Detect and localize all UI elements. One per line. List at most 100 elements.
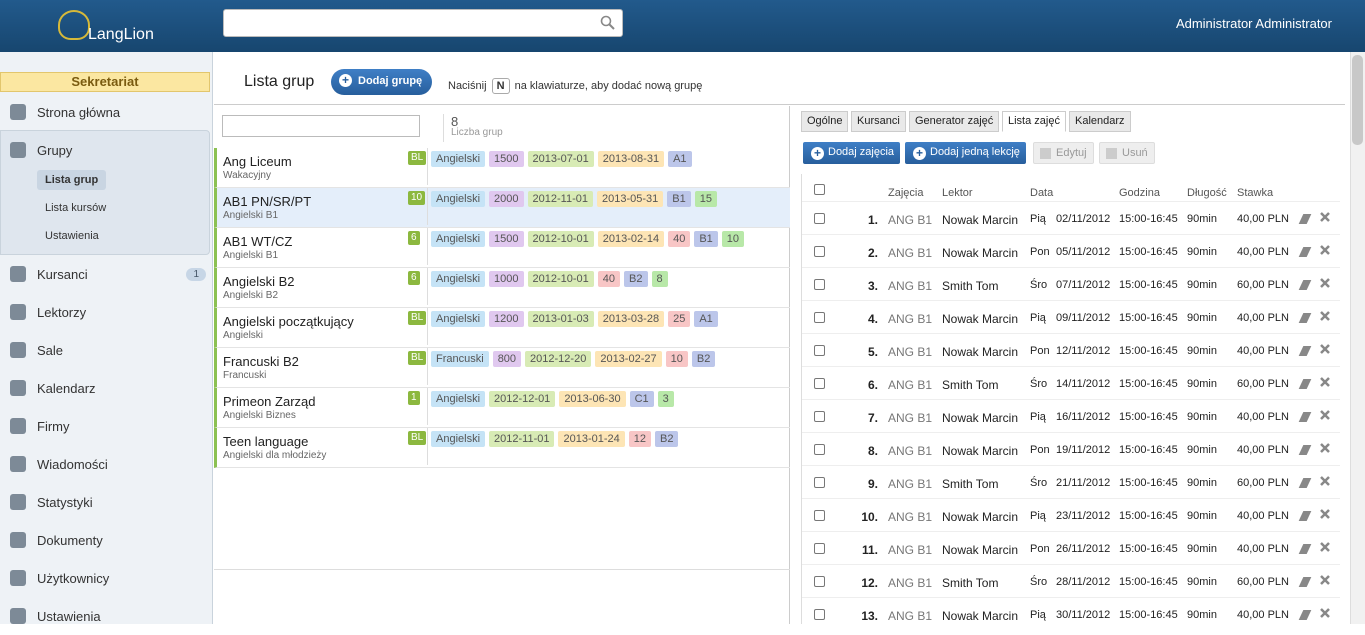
delete-glyph[interactable] xyxy=(1319,574,1331,586)
edit-icon[interactable] xyxy=(1299,412,1312,422)
row-checkbox[interactable] xyxy=(814,246,825,257)
group-row[interactable]: Primeon ZarządAngielski Biznes1Angielski… xyxy=(214,388,790,428)
action-button[interactable]: Usuń xyxy=(1099,142,1155,164)
delete-icon[interactable] xyxy=(1319,343,1331,355)
delete-glyph[interactable] xyxy=(1319,343,1331,355)
delete-icon[interactable] xyxy=(1319,607,1331,619)
action-button[interactable]: Edytuj xyxy=(1033,142,1094,164)
edit-icon[interactable] xyxy=(1299,478,1312,488)
nav-item[interactable]: Strona główna xyxy=(0,93,210,131)
delete-glyph[interactable] xyxy=(1319,442,1331,454)
action-button[interactable]: Dodaj zajęcia xyxy=(803,142,900,164)
delete-icon[interactable] xyxy=(1319,277,1331,289)
cell: 15:00-16:45 xyxy=(1119,543,1178,555)
group-search[interactable] xyxy=(222,115,420,137)
scrollbar-thumb[interactable] xyxy=(1352,55,1363,145)
row-checkbox[interactable] xyxy=(814,609,825,620)
tab[interactable]: Generator zajęć xyxy=(909,111,999,132)
select-all-checkbox[interactable] xyxy=(814,184,825,195)
nav-item[interactable]: Kursanci1 xyxy=(0,255,210,293)
delete-glyph[interactable] xyxy=(1319,211,1331,223)
tab[interactable]: Kalendarz xyxy=(1069,111,1131,132)
edit-icon[interactable] xyxy=(1299,379,1312,389)
group-row[interactable]: Ang LiceumWakacyjnyBLAngielski15002013-0… xyxy=(214,148,790,188)
nav-subitem[interactable]: Lista kursów xyxy=(37,198,114,218)
delete-glyph[interactable] xyxy=(1319,607,1331,619)
edit-icon[interactable] xyxy=(1299,544,1312,554)
row-checkbox[interactable] xyxy=(814,279,825,290)
delete-icon[interactable] xyxy=(1319,244,1331,256)
nav-subitem[interactable]: Ustawienia xyxy=(37,226,107,246)
edit-icon[interactable] xyxy=(1299,313,1312,323)
row-checkbox[interactable] xyxy=(814,543,825,554)
delete-icon[interactable] xyxy=(1319,211,1331,223)
cell: ANG B1 xyxy=(888,246,932,260)
add-group-button[interactable]: Dodaj grupę xyxy=(331,69,432,95)
delete-glyph[interactable] xyxy=(1319,277,1331,289)
tab[interactable]: Kursanci xyxy=(851,111,906,132)
delete-icon[interactable] xyxy=(1319,541,1331,553)
group-row[interactable]: AB1 PN/SR/PTAngielski B110Angielski20002… xyxy=(214,188,790,228)
delete-glyph[interactable] xyxy=(1319,310,1331,322)
tab[interactable]: Lista zajęć xyxy=(1002,111,1066,132)
user-name[interactable]: Administrator Administrator xyxy=(1176,16,1332,31)
row-checkbox[interactable] xyxy=(814,477,825,488)
delete-glyph[interactable] xyxy=(1319,508,1331,520)
delete-glyph[interactable] xyxy=(1319,475,1331,487)
delete-glyph[interactable] xyxy=(1319,244,1331,256)
nav-icon xyxy=(10,342,26,358)
nav-icon xyxy=(10,104,26,120)
delete-glyph[interactable] xyxy=(1319,541,1331,553)
cell: 7. xyxy=(868,411,878,425)
edit-icon[interactable] xyxy=(1299,247,1312,257)
delete-icon[interactable] xyxy=(1319,442,1331,454)
delete-icon[interactable] xyxy=(1319,310,1331,322)
delete-icon[interactable] xyxy=(1319,409,1331,421)
nav-item[interactable]: Wiadomości xyxy=(0,445,210,483)
delete-icon[interactable] xyxy=(1319,475,1331,487)
delete-icon[interactable] xyxy=(1319,508,1331,520)
edit-icon[interactable] xyxy=(1299,445,1312,455)
group-row[interactable]: AB1 WT/CZAngielski B16Angielski15002012-… xyxy=(214,228,790,268)
row-checkbox[interactable] xyxy=(814,444,825,455)
row-checkbox[interactable] xyxy=(814,345,825,356)
row-checkbox[interactable] xyxy=(814,576,825,587)
action-button[interactable]: Dodaj jedną lekcję xyxy=(905,142,1026,164)
group-row[interactable]: Francuski B2FrancuskiBLFrancuski8002012-… xyxy=(214,348,790,388)
nav-item[interactable]: Lektorzy xyxy=(0,293,210,331)
group-row[interactable]: Angielski początkującyAngielskiBLAngiels… xyxy=(214,308,790,348)
nav-item[interactable]: Grupy xyxy=(0,131,210,169)
edit-icon[interactable] xyxy=(1299,577,1312,587)
lesson-row: 13.ANG B1Nowak MarcinPią30/11/201215:00-… xyxy=(802,597,1340,630)
delete-glyph[interactable] xyxy=(1319,376,1331,388)
row-checkbox[interactable] xyxy=(814,312,825,323)
delete-icon[interactable] xyxy=(1319,574,1331,586)
edit-icon[interactable] xyxy=(1299,610,1312,620)
toolbar: Lista grup Dodaj grupę Naciśnij N na kla… xyxy=(214,52,1345,105)
nav-item[interactable]: Ustawienia xyxy=(0,597,210,635)
search-icon[interactable] xyxy=(600,15,616,31)
row-checkbox[interactable] xyxy=(814,510,825,521)
nav-item[interactable]: Sale xyxy=(0,331,210,369)
edit-icon[interactable] xyxy=(1299,280,1312,290)
delete-icon[interactable] xyxy=(1319,376,1331,388)
row-checkbox[interactable] xyxy=(814,411,825,422)
cell: 30/11/2012 xyxy=(1056,609,1110,621)
edit-icon[interactable] xyxy=(1299,346,1312,356)
edit-icon[interactable] xyxy=(1299,214,1312,224)
group-row[interactable]: Angielski B2Angielski B26Angielski100020… xyxy=(214,268,790,308)
search-box[interactable] xyxy=(223,9,623,37)
row-checkbox[interactable] xyxy=(814,213,825,224)
nav-subitem[interactable]: Lista grup xyxy=(37,170,106,190)
nav-item[interactable]: Użytkownicy xyxy=(0,559,210,597)
delete-glyph[interactable] xyxy=(1319,409,1331,421)
group-row[interactable]: Teen languageAngielski dla młodzieżyBLAn… xyxy=(214,428,790,468)
nav-item[interactable]: Firmy xyxy=(0,407,210,445)
row-checkbox[interactable] xyxy=(814,378,825,389)
nav-item[interactable]: Statystyki xyxy=(0,483,210,521)
tab[interactable]: Ogólne xyxy=(801,111,848,132)
edit-icon[interactable] xyxy=(1299,511,1312,521)
nav-item[interactable]: Dokumenty xyxy=(0,521,210,559)
nav-item[interactable]: Kalendarz xyxy=(0,369,210,407)
logo[interactable]: LangLion xyxy=(88,26,154,44)
